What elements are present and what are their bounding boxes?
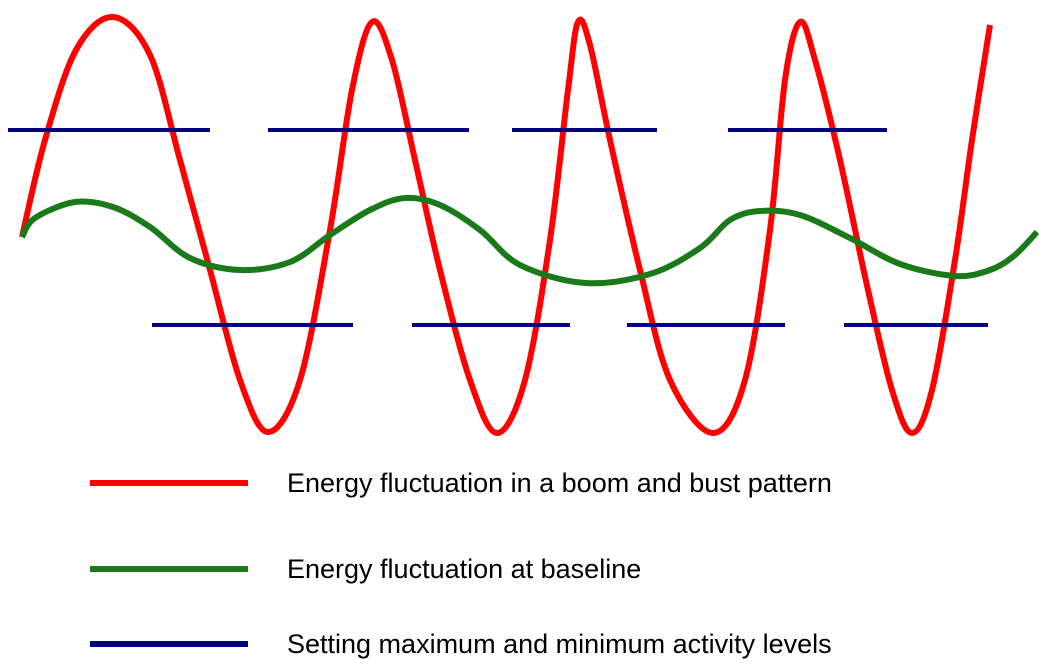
legend-label-boom-bust: Energy fluctuation in a boom and bust pa… [287, 468, 832, 498]
legend-swatch-boom-bust [90, 480, 248, 486]
baseline-curve [19, 194, 1039, 287]
legend-swatch-activity-levels [90, 641, 248, 647]
legend-swatch-baseline [90, 566, 248, 572]
legend-label-baseline: Energy fluctuation at baseline [287, 554, 642, 584]
activity-level-lines [8, 128, 988, 327]
boom-bust-curve [19, 14, 993, 436]
legend-item-baseline: Energy fluctuation at baseline [90, 552, 990, 592]
legend-label-activity-levels: Setting maximum and minimum activity lev… [287, 629, 832, 659]
legend-item-activity-levels: Setting maximum and minimum activity lev… [90, 627, 990, 667]
legend-item-boom-bust: Energy fluctuation in a boom and bust pa… [90, 466, 990, 506]
